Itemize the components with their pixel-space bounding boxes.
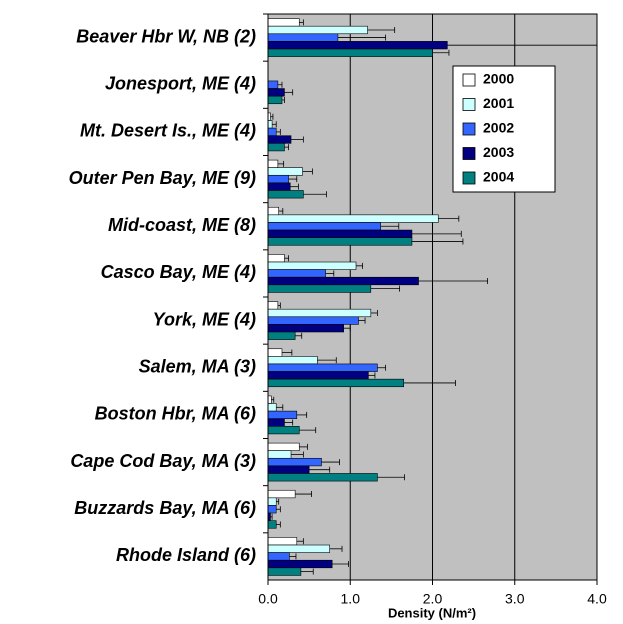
bar bbox=[267, 25, 368, 35]
bar bbox=[267, 229, 413, 238]
bar bbox=[267, 48, 433, 57]
category-label: Salem, MA (3) bbox=[139, 357, 256, 377]
bar bbox=[267, 418, 285, 427]
x-tick-label: 1.0 bbox=[341, 591, 361, 607]
legend-label: 2002 bbox=[483, 120, 514, 136]
bar bbox=[267, 214, 439, 223]
bar bbox=[267, 80, 279, 89]
bar bbox=[267, 567, 302, 576]
legend-label: 2003 bbox=[483, 144, 514, 160]
bar bbox=[267, 544, 330, 553]
category-label: Casco Bay, ME (4) bbox=[101, 262, 256, 282]
legend-label: 2004 bbox=[483, 169, 514, 185]
bar bbox=[267, 403, 277, 412]
bar bbox=[267, 356, 318, 365]
x-tick-label: 0.0 bbox=[258, 591, 278, 607]
bar bbox=[267, 127, 277, 137]
legend-swatch bbox=[462, 171, 476, 185]
category-label: Buzzards Bay, MA (6) bbox=[74, 498, 256, 518]
bar bbox=[267, 143, 285, 152]
bar bbox=[267, 254, 285, 263]
bar bbox=[267, 410, 298, 420]
bar bbox=[267, 442, 300, 451]
bar bbox=[267, 378, 405, 388]
bar bbox=[267, 18, 300, 27]
bar bbox=[267, 276, 419, 286]
bar bbox=[267, 457, 322, 467]
bar bbox=[267, 120, 273, 129]
bar bbox=[267, 308, 372, 318]
bar bbox=[267, 316, 359, 325]
category-label: Boston Hbr, MA (6) bbox=[95, 404, 256, 424]
x-tick-label: 3.0 bbox=[505, 591, 525, 607]
category-label: Jonesport, ME (4) bbox=[105, 74, 256, 94]
bar bbox=[267, 465, 310, 474]
bar bbox=[267, 261, 357, 270]
category-label: Mt. Desert Is., ME (4) bbox=[80, 121, 256, 141]
bar bbox=[267, 269, 326, 278]
bar bbox=[267, 182, 291, 191]
bar bbox=[267, 88, 285, 97]
bar bbox=[267, 159, 279, 168]
x-tick-label: 2.0 bbox=[423, 591, 443, 607]
bar bbox=[267, 41, 448, 50]
legend-swatch bbox=[462, 147, 476, 160]
x-tick-label: 4.0 bbox=[587, 591, 607, 607]
bar bbox=[267, 284, 372, 293]
category-label: Beaver Hbr W, NB (2) bbox=[76, 26, 256, 46]
bar bbox=[267, 371, 369, 380]
bar bbox=[267, 489, 296, 499]
bar bbox=[267, 348, 283, 357]
category-label: York, ME (4) bbox=[153, 309, 256, 329]
bar bbox=[267, 450, 292, 459]
bar bbox=[267, 426, 300, 435]
bar bbox=[267, 505, 277, 514]
legend-swatch bbox=[462, 122, 476, 136]
bar bbox=[267, 537, 298, 546]
bar bbox=[267, 33, 339, 42]
bar bbox=[267, 559, 333, 569]
bar bbox=[267, 497, 277, 506]
bar bbox=[267, 363, 378, 372]
legend-label: 2000 bbox=[483, 71, 514, 87]
category-label: Cape Cod Bay, MA (3) bbox=[70, 451, 256, 471]
bar bbox=[267, 190, 304, 199]
bar bbox=[267, 473, 378, 482]
legend-label: 2001 bbox=[483, 95, 514, 111]
bar bbox=[267, 237, 413, 246]
bar bbox=[267, 174, 289, 184]
bar bbox=[267, 520, 277, 529]
bar bbox=[267, 95, 283, 105]
bar bbox=[267, 324, 344, 333]
bar bbox=[267, 331, 296, 340]
x-axis-title: Density (N/m²) bbox=[388, 605, 476, 620]
category-label: Rhode Island (6) bbox=[116, 545, 256, 565]
bar bbox=[267, 222, 381, 231]
bar bbox=[267, 167, 303, 176]
category-label: Outer Pen Bay, ME (9) bbox=[69, 168, 256, 188]
legend-swatch bbox=[462, 73, 476, 87]
legend-swatch bbox=[462, 98, 476, 111]
plot-border bbox=[267, 13, 598, 581]
bar bbox=[267, 206, 279, 216]
bar bbox=[267, 135, 292, 144]
bar bbox=[267, 301, 279, 310]
category-label: Mid-coast, ME (8) bbox=[108, 215, 256, 235]
bar bbox=[267, 552, 290, 561]
